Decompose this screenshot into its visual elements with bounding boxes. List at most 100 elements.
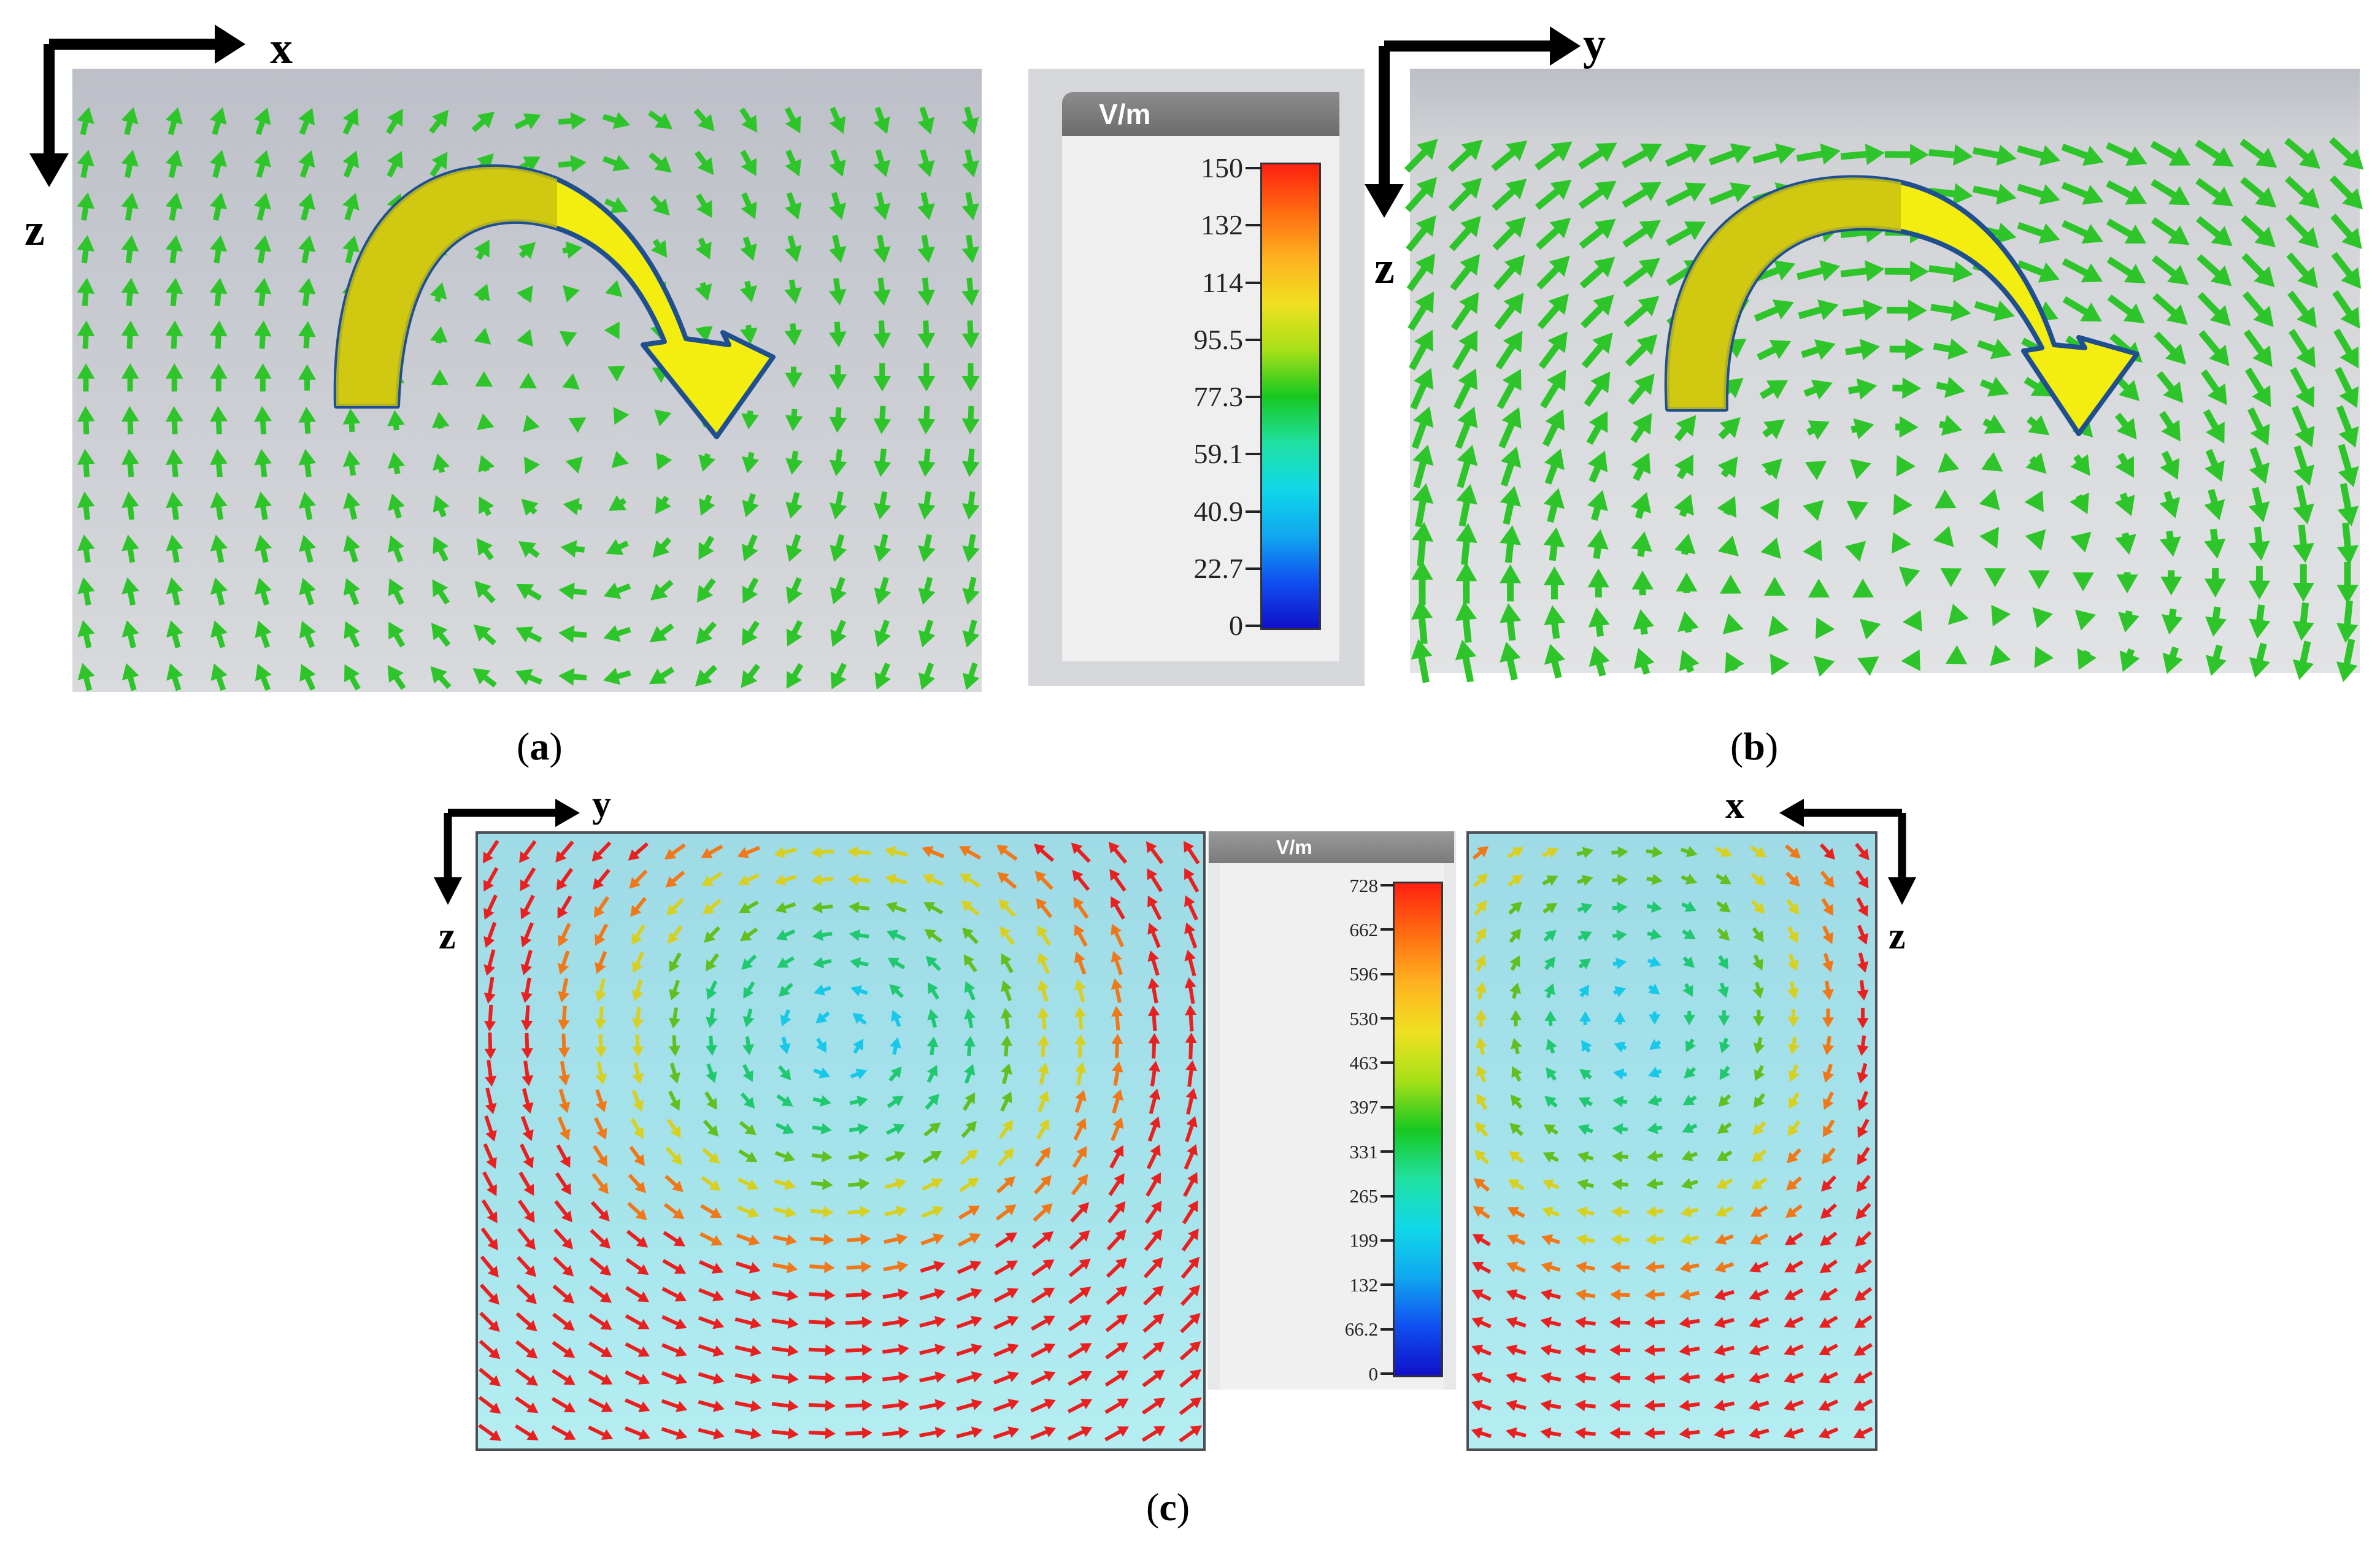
- field-arrow: [1038, 1063, 1050, 1085]
- field-arrow: [2247, 407, 2270, 446]
- field-arrow: [1412, 483, 1434, 528]
- field-arrow: [556, 867, 574, 891]
- field-arrow: [2332, 290, 2360, 329]
- field-arrows-c-left: [478, 839, 1202, 1443]
- field-arrow: [1111, 1033, 1123, 1058]
- field-arrow: [1543, 929, 1557, 942]
- field-arrow: [1681, 1150, 1698, 1161]
- field-arrow: [698, 1400, 725, 1412]
- field-arrow: [560, 540, 585, 558]
- field-arrow: [563, 498, 583, 516]
- field-arrow: [2288, 329, 2316, 368]
- field-arrow: [1752, 927, 1764, 942]
- field-arrow: [77, 235, 95, 264]
- field-arrow: [591, 1172, 609, 1194]
- field-arrow: [557, 895, 572, 919]
- field-arrow: [1846, 501, 1869, 521]
- field-arrow: [1473, 1178, 1490, 1192]
- field-arrow: [484, 1115, 497, 1142]
- field-arrow: [1074, 979, 1086, 1002]
- field-arrow: [1072, 869, 1090, 891]
- axis-label-z-b: z: [1374, 243, 1395, 293]
- caption-b: (b): [1730, 725, 1779, 768]
- field-arrow: [772, 1261, 798, 1274]
- colorbar-tick-label: 95.5: [1193, 323, 1244, 355]
- field-arrow: [1716, 1150, 1733, 1161]
- field-arrow: [1902, 610, 1922, 632]
- field-arrow: [1938, 415, 1963, 436]
- field-arrow: [737, 1177, 759, 1190]
- field-arrow: [1850, 458, 1871, 480]
- field-arrow: [1854, 1343, 1873, 1356]
- field-arrow: [811, 1150, 833, 1163]
- field-arrow: [775, 902, 796, 913]
- curved-rotation-arrow-b: [1664, 175, 2139, 436]
- field-arrow: [1111, 1006, 1123, 1031]
- field-arrow: [701, 844, 723, 858]
- field-arrow: [1404, 177, 1438, 212]
- colorbar-tick-mark: [1246, 510, 1261, 513]
- field-arrow: [1806, 420, 1830, 440]
- field-arrow: [478, 1396, 501, 1414]
- field-arrow: [1074, 924, 1088, 947]
- field-arrow: [473, 283, 490, 302]
- field-arrow: [2017, 260, 2060, 283]
- field-arrow: [922, 1178, 943, 1191]
- field-arrow: [1649, 1011, 1661, 1025]
- field-arrow: [668, 925, 684, 944]
- field-arrow: [1184, 895, 1198, 921]
- axes-arrows-b: [1365, 26, 1581, 218]
- field-arrow: [2336, 639, 2358, 682]
- field-arrow: [922, 874, 944, 886]
- field-arrow: [210, 577, 228, 606]
- field-arrow: [1854, 1315, 1873, 1329]
- field-arrow: [1714, 1427, 1735, 1439]
- field-arrow: [2196, 216, 2233, 247]
- field-arrow: [520, 894, 535, 920]
- field-arrow: [1935, 489, 1957, 509]
- field-arrow: [924, 929, 942, 943]
- field-arrow: [1546, 1039, 1557, 1054]
- field-arrow: [706, 980, 718, 1000]
- field-arrow: [956, 1399, 983, 1411]
- field-arrow: [1147, 895, 1162, 920]
- field-arrow: [1179, 1425, 1202, 1443]
- field-arrow: [1474, 1150, 1490, 1164]
- field-arrow: [997, 872, 1017, 890]
- field-arrow: [742, 534, 758, 562]
- field-arrow: [705, 953, 719, 972]
- field-arrow: [848, 1150, 869, 1163]
- field-arrow: [1822, 1119, 1835, 1137]
- field-arrow: [813, 1067, 831, 1079]
- field-arrow: [1752, 982, 1764, 999]
- field-arrow: [516, 1284, 537, 1304]
- field-arrow: [1797, 260, 1841, 282]
- field-arrow: [1587, 568, 1609, 598]
- colorbar-tick-label: 59.1: [1193, 438, 1244, 470]
- field-arrow: [1609, 1317, 1631, 1329]
- field-arrow: [847, 1206, 871, 1218]
- field-arrow: [1990, 645, 2011, 666]
- field-arrow: [1411, 406, 1434, 449]
- field-arrow: [254, 107, 271, 136]
- field-arrow: [1032, 1231, 1054, 1249]
- field-arrow: [1546, 1067, 1557, 1081]
- field-arrow: [1179, 1397, 1202, 1415]
- field-arrow: [1506, 1344, 1527, 1356]
- field-arrow: [695, 237, 712, 260]
- field-arrow: [1787, 1120, 1801, 1137]
- field-arrow: [830, 577, 847, 605]
- field-arrow: [342, 108, 359, 135]
- field-arrow: [1538, 331, 1568, 369]
- field-arrow: [668, 1035, 681, 1056]
- field-arrow: [1718, 1010, 1730, 1026]
- field-arrow: [1107, 1201, 1126, 1224]
- field-arrow: [1578, 180, 1617, 209]
- field-arrow: [962, 619, 980, 648]
- field-arrow: [927, 1009, 939, 1028]
- field-arrow: [209, 363, 228, 392]
- field-arrow: [1762, 419, 1785, 440]
- field-arrow: [1104, 1398, 1129, 1414]
- field-arrow: [958, 1206, 980, 1220]
- field-arrow: [1644, 1344, 1665, 1356]
